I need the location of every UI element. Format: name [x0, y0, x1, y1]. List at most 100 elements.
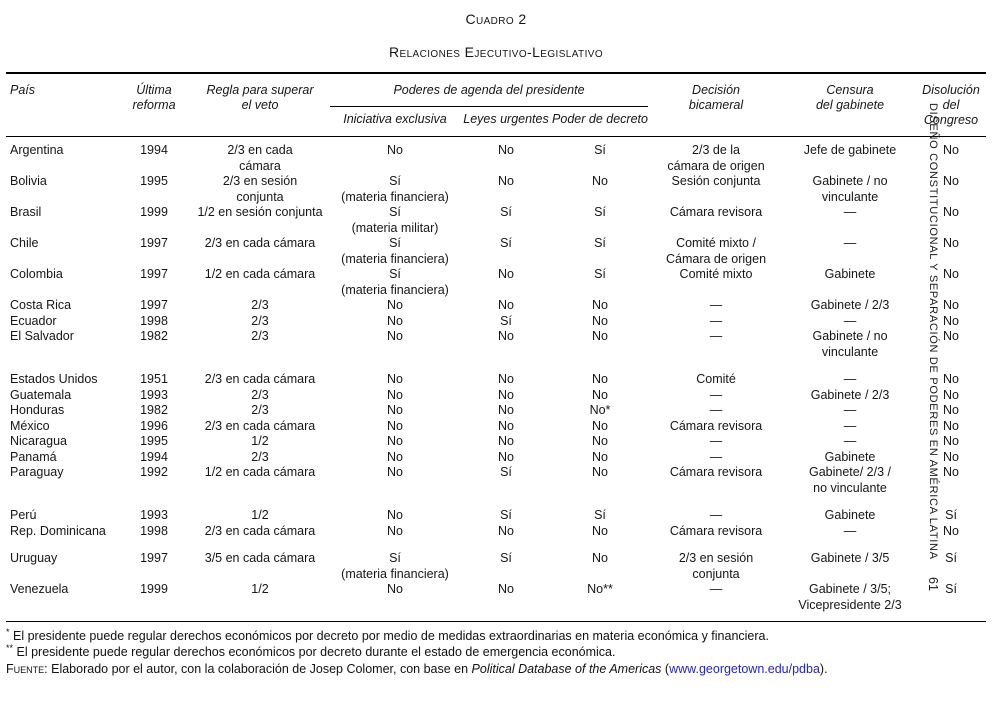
col-header-censura-gabinete: Censura del gabinete	[815, 83, 885, 112]
cell-ultima-reforma: 1996	[140, 418, 168, 433]
cell-leyes-urgentes: No	[498, 387, 514, 402]
cell-poder-decreto: No	[592, 465, 608, 479]
col-header-poder-decreto: Poder de decreto	[552, 112, 648, 126]
cell-iniciativa-exclusiva: No	[387, 449, 403, 464]
cell-disolucion-congreso: No	[943, 329, 959, 343]
cell-regla-veto: 2/3	[251, 387, 269, 402]
footnote-2: ** El presidente puede regular derechos …	[6, 642, 992, 661]
cell-ultima-reforma: 1993	[140, 508, 168, 522]
table-row: Chile 1997 2/3 en cada cámara Sí (materi…	[6, 236, 986, 267]
cell-regla-veto: 2/3 en cada cámara	[227, 143, 293, 173]
cell-pais: Estados Unidos	[10, 372, 98, 386]
cell-pais: Rep. Dominicana	[10, 523, 106, 538]
cell-censura-gabinete: —	[843, 205, 857, 219]
cell-censura-gabinete: —	[843, 523, 857, 538]
cell-decision-bicameral: 2/3 en sesión conjunta	[678, 551, 754, 581]
cell-leyes-urgentes: Sí	[500, 508, 512, 522]
header-row-sub: Iniciativa exclusiva Leyes urgentes Pode…	[6, 107, 986, 137]
cell-pais: Costa Rica	[10, 298, 72, 312]
cell-pais: Nicaragua	[10, 434, 67, 448]
cell-ultima-reforma: 1992	[140, 465, 168, 479]
cell-ultima-reforma: 1997	[140, 298, 168, 312]
cell-leyes-urgentes: No	[498, 434, 514, 448]
cell-iniciativa-exclusiva: Sí (materia financiera)	[341, 236, 449, 266]
cell-leyes-urgentes: No	[498, 418, 514, 433]
cell-decision-bicameral: —	[709, 313, 723, 328]
cell-censura-gabinete: —	[843, 236, 857, 250]
cell-iniciativa-exclusiva: No	[387, 329, 403, 343]
table-title: Relaciones Ejecutivo-Legislativo	[389, 44, 603, 60]
source-note: Fuente: Elaborado por el autor, con la c…	[6, 662, 992, 678]
cell-disolucion-congreso: No	[943, 174, 959, 188]
cell-pais: Brasil	[10, 205, 42, 219]
cell-poder-decreto: No	[592, 372, 608, 386]
cell-poder-decreto: Sí	[594, 236, 606, 250]
cell-regla-veto: 2/3	[251, 313, 269, 328]
cell-regla-veto: 2/3 en cada cámara	[204, 418, 316, 433]
cell-poder-decreto: No	[592, 329, 608, 343]
cell-disolucion-congreso: No	[943, 418, 959, 433]
cell-censura-gabinete: Gabinete / 2/3	[810, 298, 890, 312]
footnote-2-marker: **	[6, 642, 14, 653]
cell-ultima-reforma: 1998	[140, 313, 168, 328]
cell-regla-veto: 2/3 en cada cámara	[204, 523, 316, 538]
col-header-disolucion-congreso: Disolución del Congreso	[922, 83, 980, 127]
cell-iniciativa-exclusiva: No	[387, 465, 403, 479]
page-number: 61	[926, 577, 940, 591]
cell-leyes-urgentes: No	[498, 174, 514, 188]
cell-poder-decreto: No**	[587, 582, 613, 596]
cell-disolucion-congreso: No	[943, 205, 959, 219]
cell-pais: Panamá	[10, 449, 57, 464]
cell-leyes-urgentes: No	[498, 329, 514, 343]
cell-decision-bicameral: —	[709, 403, 723, 417]
cell-disolucion-congreso: No	[943, 465, 959, 479]
cell-iniciativa-exclusiva: Sí (materia financiera)	[341, 551, 449, 581]
cell-iniciativa-exclusiva: No	[387, 143, 403, 157]
cell-poder-decreto: No*	[589, 403, 611, 417]
cell-leyes-urgentes: Sí	[500, 236, 512, 250]
cell-censura-gabinete: Gabinete	[824, 508, 876, 522]
cell-decision-bicameral: —	[709, 582, 723, 596]
cell-leyes-urgentes: Sí	[500, 465, 512, 479]
cell-decision-bicameral: Comité	[696, 372, 736, 386]
source-work-title: Political Database of the Americas	[471, 662, 662, 676]
source-link[interactable]: www.georgetown.edu/pdba	[669, 662, 820, 676]
cell-ultima-reforma: 1951	[140, 372, 168, 386]
cell-regla-veto: 2/3	[251, 449, 269, 464]
source-paren-open: (	[664, 662, 670, 676]
cell-decision-bicameral: —	[709, 449, 723, 464]
cell-censura-gabinete: Gabinete / no vinculante	[812, 329, 888, 359]
cell-pais: Uruguay	[10, 551, 58, 565]
cell-regla-veto: 1/2 en sesión conjunta	[197, 205, 323, 219]
cell-censura-gabinete: —	[843, 418, 857, 433]
source-label: Fuente:	[6, 662, 48, 676]
cell-iniciativa-exclusiva: No	[387, 372, 403, 386]
cell-regla-veto: 1/2	[251, 508, 269, 522]
col-header-leyes-urgentes: Leyes urgentes	[463, 112, 549, 126]
cell-ultima-reforma: 1997	[140, 551, 168, 565]
table-row: Venezuela 1999 1/2 No No No** — Gabinete…	[6, 582, 986, 622]
table-row: Paraguay 1992 1/2 en cada cámara No Sí N…	[6, 465, 986, 496]
cell-decision-bicameral: Cámara revisora	[669, 465, 763, 479]
cell-censura-gabinete: —	[843, 403, 857, 417]
footnote-1: * El presidente puede regular derechos e…	[6, 627, 992, 645]
cell-iniciativa-exclusiva: No	[387, 418, 403, 433]
cell-poder-decreto: No	[592, 551, 608, 565]
cell-decision-bicameral: —	[709, 298, 723, 312]
source-text: Elaborado por el autor, con la colaborac…	[51, 662, 469, 676]
table-row: México 1996 2/3 en cada cámara No No No …	[6, 419, 986, 435]
cell-ultima-reforma: 1998	[140, 523, 168, 538]
cell-poder-decreto: No	[592, 313, 608, 328]
cell-iniciativa-exclusiva: No	[387, 313, 403, 328]
cell-censura-gabinete: Gabinete	[824, 267, 876, 281]
footnote-2-text: El presidente puede regular derechos eco…	[16, 644, 616, 659]
cell-poder-decreto: Sí	[594, 267, 606, 281]
cell-poder-decreto: No	[592, 298, 608, 312]
cell-leyes-urgentes: Sí	[500, 551, 512, 565]
cell-decision-bicameral: —	[709, 329, 723, 343]
table-row: Nicaragua 1995 1/2 No No No — — No	[6, 434, 986, 450]
cell-decision-bicameral: Cámara revisora	[669, 418, 763, 433]
cell-poder-decreto: No	[592, 174, 608, 188]
cell-iniciativa-exclusiva: Sí (materia militar)	[351, 205, 439, 235]
